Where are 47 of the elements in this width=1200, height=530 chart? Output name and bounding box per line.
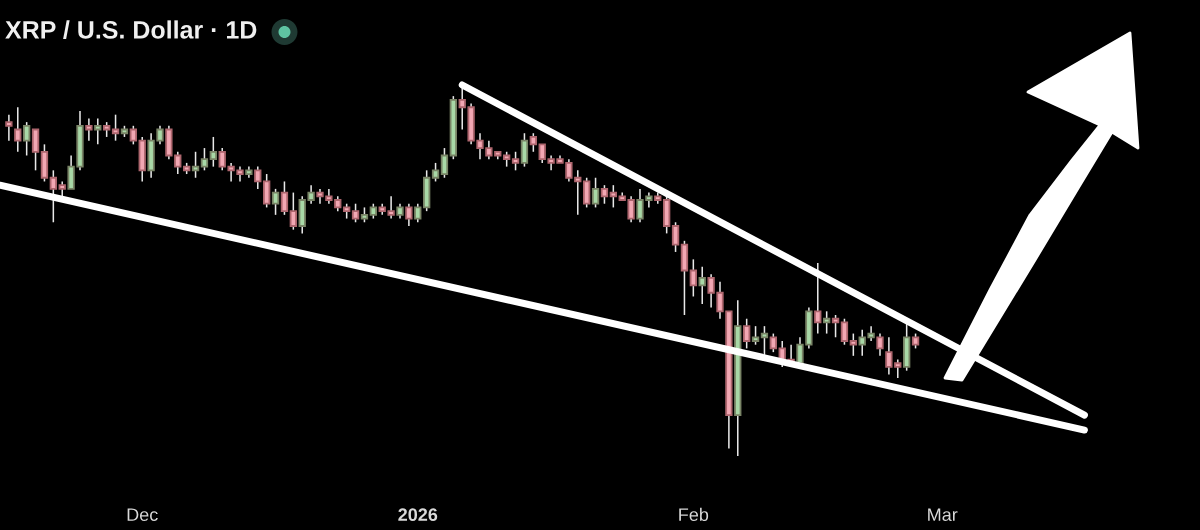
candlestick <box>760 325 769 357</box>
candlestick <box>600 184 609 205</box>
candlestick <box>414 202 422 224</box>
candlestick <box>751 325 760 346</box>
candlestick <box>405 202 413 227</box>
candlestick <box>271 188 280 216</box>
candlestick <box>351 202 360 224</box>
candlestick <box>5 113 13 142</box>
x-tick-label: Feb <box>679 507 709 522</box>
candlestick <box>191 151 200 179</box>
candlestick <box>671 221 680 253</box>
candlestick <box>840 317 849 346</box>
candlestick <box>583 176 591 209</box>
candlestick <box>209 136 217 168</box>
candlestick <box>289 191 297 231</box>
candlestick <box>876 332 884 357</box>
candlestick <box>129 125 137 146</box>
candlestick <box>520 132 529 168</box>
candlestick <box>431 162 440 183</box>
candlestick <box>49 169 57 224</box>
chart-title: XRP / U.S. Dollar · 1D <box>5 20 257 39</box>
candlestick <box>689 258 697 298</box>
candlestick <box>831 314 840 339</box>
candlestick <box>511 151 520 172</box>
candlestick <box>440 147 449 179</box>
candlestick <box>609 184 617 209</box>
x-tick-label: Dec <box>127 508 158 522</box>
x-tick-label: Mar <box>928 508 958 522</box>
candlestick <box>280 180 289 216</box>
candlestick <box>94 117 102 146</box>
candlestick <box>23 121 31 157</box>
candlestick <box>111 113 120 142</box>
candlestick <box>85 117 93 142</box>
candlestick <box>849 332 857 357</box>
candlestick <box>814 262 822 335</box>
candlestick <box>263 173 271 209</box>
candlestick <box>743 317 751 350</box>
candlestick <box>591 176 600 209</box>
candlestick <box>254 165 262 190</box>
candlestick <box>31 128 40 172</box>
candlestick <box>769 332 777 353</box>
x-tick-label: 2026 <box>398 508 438 522</box>
candlestick <box>823 310 831 335</box>
candlestick <box>14 106 22 153</box>
candlestick <box>698 266 706 305</box>
candlestick <box>200 147 209 172</box>
candlestick <box>529 132 537 153</box>
